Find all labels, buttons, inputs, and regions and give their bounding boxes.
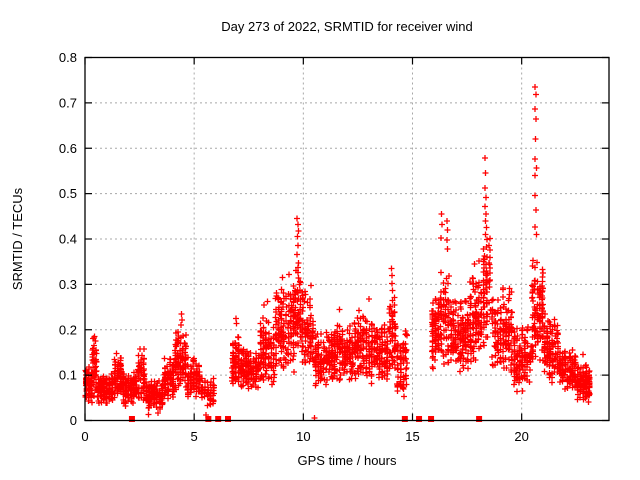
tick-labels: 0 5 10 15 20 0 0.1 0.2 0.3 0.4 0.5 0.6 0.7 0.8	[59, 50, 529, 444]
y-tick-label: 0.1	[59, 368, 77, 383]
scatter-points	[82, 84, 593, 421]
gap-square	[225, 416, 232, 422]
y-axis-label: SRMTID / TECUs	[10, 187, 25, 290]
gap-square	[205, 416, 212, 422]
x-tick-label: 15	[405, 429, 419, 444]
y-tick-label: 0.8	[59, 50, 77, 65]
gap-square	[215, 416, 222, 422]
data-points	[82, 84, 593, 421]
x-tick-label: 5	[191, 429, 198, 444]
x-tick-label: 10	[296, 429, 310, 444]
x-tick-label: 20	[514, 429, 528, 444]
gap-square	[401, 416, 408, 422]
y-tick-label: 0.4	[59, 232, 77, 247]
y-tick-label: 0	[70, 413, 77, 428]
y-tick-label: 0.3	[59, 277, 77, 292]
gap-square	[476, 416, 483, 422]
axes	[84, 56, 610, 422]
y-tick-label: 0.7	[59, 95, 77, 110]
x-axis-label: GPS time / hours	[298, 453, 397, 468]
y-tick-label: 0.2	[59, 322, 77, 337]
gap-square	[416, 416, 423, 422]
plot-border	[84, 56, 610, 422]
gap-markers	[128, 416, 483, 422]
y-tick-label: 0.5	[59, 186, 77, 201]
x-tick-label: 0	[81, 429, 88, 444]
y-tick-label: 0.6	[59, 141, 77, 156]
gap-square	[128, 416, 135, 422]
gap-square	[428, 416, 435, 422]
chart-title: Day 273 of 2022, SRMTID for receiver win…	[221, 19, 472, 34]
